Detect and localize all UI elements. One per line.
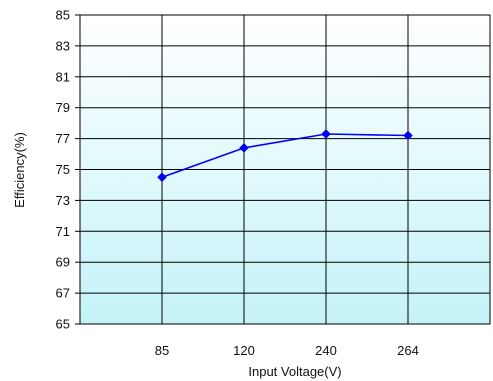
- x-axis-title: Input Voltage(V): [248, 364, 341, 379]
- y-tick-label: 79: [56, 100, 70, 115]
- y-tick-label: 85: [56, 8, 70, 23]
- x-axis-ticks: 85 120 240 264: [155, 343, 419, 358]
- y-tick-label: 77: [56, 131, 70, 146]
- x-tick-label: 240: [315, 343, 337, 358]
- x-tick-label: 264: [397, 343, 419, 358]
- x-tick-label: 85: [155, 343, 169, 358]
- y-tick-label: 69: [56, 255, 70, 270]
- data-point-marker: [239, 143, 249, 153]
- data-point-marker: [403, 130, 413, 141]
- y-tick-label: 75: [56, 162, 70, 177]
- grid-lines: [80, 15, 490, 324]
- series-group: [157, 129, 413, 183]
- x-tick-label: 120: [233, 343, 255, 358]
- y-tick-label: 81: [56, 69, 70, 84]
- y-tick-label: 73: [56, 193, 70, 208]
- data-point-marker: [157, 172, 167, 183]
- data-point-marker: [321, 129, 331, 139]
- y-tick-label: 67: [56, 286, 70, 301]
- series-line: [161, 133, 409, 178]
- y-tick-label: 65: [56, 317, 70, 332]
- y-tick-label: 71: [56, 224, 70, 239]
- y-axis-title: Efficiency(%): [12, 132, 27, 208]
- y-tick-label: 83: [56, 38, 70, 53]
- y-axis-ticks: 65 67 69 71 73 75 77 79 81 83 85: [56, 8, 80, 332]
